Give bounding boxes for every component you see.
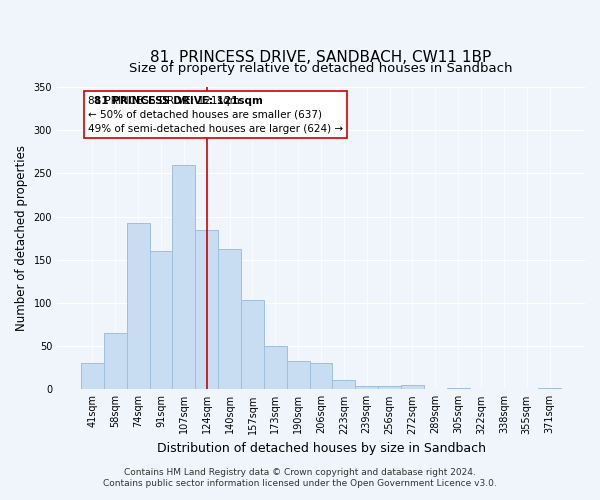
Title: 81, PRINCESS DRIVE, SANDBACH, CW11 1BP: 81, PRINCESS DRIVE, SANDBACH, CW11 1BP (151, 50, 491, 65)
Bar (127, 222, 149, 390)
Bar (355, 386, 378, 390)
Y-axis label: Number of detached properties: Number of detached properties (15, 145, 28, 331)
Text: 81 PRINCESS DRIVE: 121sqm
← 50% of detached houses are smaller (637)
49% of semi: 81 PRINCESS DRIVE: 121sqm ← 50% of detac… (88, 96, 343, 134)
Bar (172, 164, 196, 390)
Bar (447, 388, 470, 390)
Bar (264, 346, 287, 390)
Bar (332, 380, 355, 390)
Bar (196, 230, 218, 390)
Bar (218, 248, 241, 390)
Bar (81, 364, 104, 390)
Bar (287, 361, 310, 390)
Bar (149, 251, 172, 390)
Bar (310, 364, 332, 390)
Text: Contains HM Land Registry data © Crown copyright and database right 2024.
Contai: Contains HM Land Registry data © Crown c… (103, 468, 497, 487)
Bar (401, 385, 424, 390)
Bar (538, 388, 561, 390)
X-axis label: Distribution of detached houses by size in Sandbach: Distribution of detached houses by size … (157, 442, 485, 455)
Text: 81 PRINCESS DRIVE: 121sqm: 81 PRINCESS DRIVE: 121sqm (94, 96, 262, 106)
Bar (241, 300, 264, 390)
Text: Size of property relative to detached houses in Sandbach: Size of property relative to detached ho… (129, 62, 513, 75)
Bar (378, 386, 401, 390)
Bar (104, 333, 127, 390)
